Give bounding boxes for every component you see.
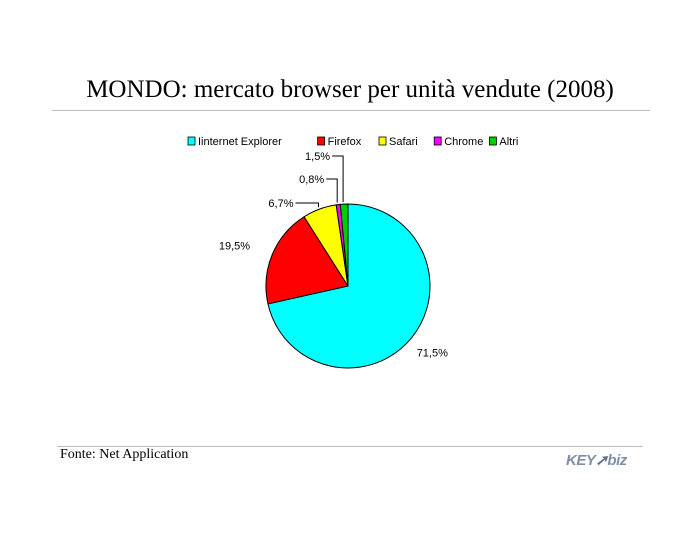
legend-item-altri: Altri (488, 136, 518, 148)
source-note: Fonte: Net Application (60, 447, 189, 462)
footer-divider (57, 446, 643, 447)
data-labels: 71,5% 19,5% 6,7% 0,8% 1,5% (219, 151, 448, 359)
leader-line-chrome (326, 178, 338, 203)
data-label-firefox: 19,5% (219, 240, 250, 252)
legend-swatch-altri (488, 136, 497, 146)
pie-slice-firefox (265, 216, 349, 305)
legend-item-iinternet-explorer: Iinternet Explorer (187, 136, 282, 148)
page-title: MONDO: mercato browser per unità vendute… (86, 76, 614, 103)
data-label-altri: 1,5% (305, 151, 330, 163)
data-label-iinternet-explorer: 71,5% (417, 347, 448, 359)
swoosh-arrow-icon: ➚ (595, 452, 608, 469)
legend-label-firefox: Firefox (328, 136, 362, 148)
leader-lines (295, 155, 344, 208)
title-divider (52, 110, 650, 111)
leader-line-altri (332, 155, 344, 203)
legend-label-iinternet-explorer: Iinternet Explorer (198, 136, 282, 148)
pie-slices (265, 203, 431, 369)
pie-slice-altri (339, 203, 349, 287)
legend-swatch-iinternet-explorer (187, 136, 196, 146)
data-label-safari: 6,7% (268, 198, 293, 210)
pie-slice-iinternet-explorer (267, 203, 431, 369)
leader-line-safari (295, 202, 319, 208)
legend-item-chrome: Chrome (433, 136, 483, 148)
keybiz-logo: KEY➚biz (566, 451, 627, 469)
legend-item-firefox: Firefox (317, 136, 362, 148)
chart-legend: Iinternet Explorer Firefox Safari Chrome Alt… (187, 136, 518, 148)
legend-label-altri: Altri (499, 136, 518, 148)
logo-text-left: KEY (566, 452, 596, 469)
legend-swatch-safari (378, 136, 387, 146)
legend-label-chrome: Chrome (444, 136, 483, 148)
legend-label-safari: Safari (389, 136, 418, 148)
legend-swatch-firefox (317, 136, 326, 146)
logo-text-right: biz (607, 452, 627, 469)
legend-item-safari: Safari (378, 136, 418, 148)
data-label-chrome: 0,8% (299, 174, 324, 186)
legend-swatch-chrome (433, 136, 442, 146)
